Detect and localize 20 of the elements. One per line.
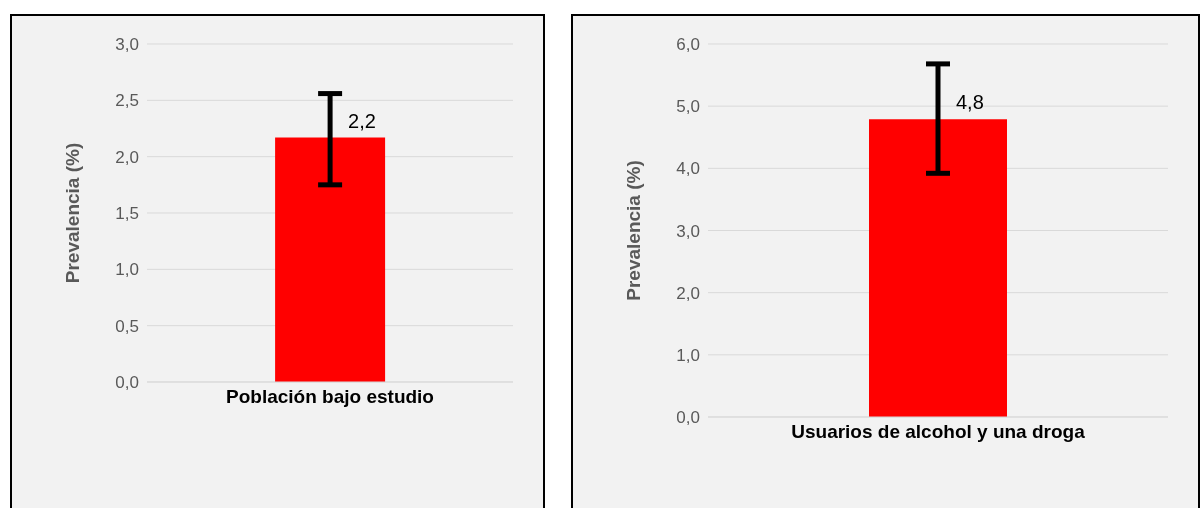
y-tick-label: 5,0 xyxy=(676,97,700,117)
y-tick-label: 0,5 xyxy=(115,316,139,336)
y-axis-title: Prevalencia (%) xyxy=(622,160,644,301)
y-tick-label: 2,0 xyxy=(676,283,700,303)
y-tick-label: 1,0 xyxy=(115,260,139,280)
x-tick-label: Usuarios de alcohol y una droga xyxy=(791,421,1086,443)
y-tick-label: 3,0 xyxy=(676,221,700,241)
y-tick-label: 1,5 xyxy=(115,204,139,224)
y-axis-title: Prevalencia (%) xyxy=(61,142,83,284)
data-label: 2,2 xyxy=(348,109,376,132)
y-tick-label: 0,0 xyxy=(115,373,139,393)
y-tick-label: 4,0 xyxy=(676,159,700,179)
y-tick-label: 2,5 xyxy=(115,91,139,111)
y-tick-label: 2,0 xyxy=(115,147,139,167)
y-tick-label: 6,0 xyxy=(676,35,700,55)
y-tick-label: 3,0 xyxy=(115,35,139,55)
x-tick-label: Población bajo estudio xyxy=(226,386,434,408)
data-label: 4,8 xyxy=(956,91,984,114)
y-tick-label: 1,0 xyxy=(676,345,700,365)
y-tick-label: 0,0 xyxy=(676,408,700,428)
